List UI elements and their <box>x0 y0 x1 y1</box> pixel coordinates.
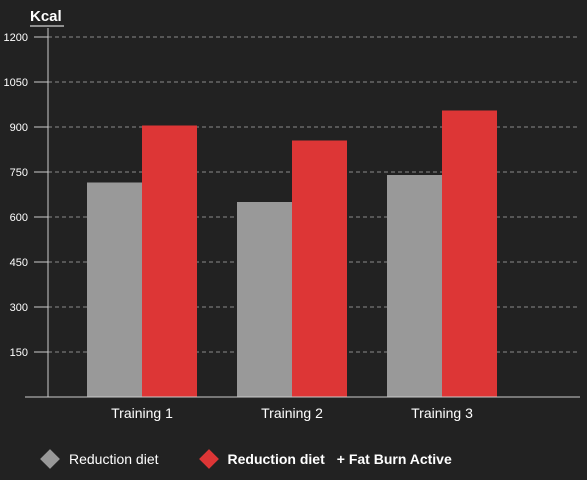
legend: Reduction diet Reduction diet + Fat Burn… <box>40 448 452 470</box>
legend-label: Reduction diet <box>69 451 159 467</box>
bar-fat-burn-active[interactable] <box>142 125 197 398</box>
y-tick-label: 1200 <box>4 32 28 44</box>
gray-diamond-icon <box>40 449 60 469</box>
bar-fat-burn-active[interactable] <box>442 110 497 398</box>
y-tick-label: 900 <box>10 122 28 134</box>
legend-item-fat-burn-active[interactable]: Reduction diet + Fat Burn Active <box>198 449 452 469</box>
bar-fat-burn-active[interactable] <box>292 140 347 398</box>
legend-item-reduction-diet[interactable]: Reduction diet <box>40 449 159 469</box>
y-tick-label: 150 <box>10 347 28 359</box>
legend-label-suffix: + Fat Burn Active <box>336 451 452 467</box>
y-axis-label: Kcal <box>30 8 62 25</box>
y-tick-label: 300 <box>10 302 28 314</box>
x-tick-label: Training 3 <box>411 405 473 421</box>
bar-reduction-diet[interactable] <box>237 202 292 397</box>
bar-reduction-diet[interactable] <box>387 175 442 397</box>
y-tick-label: 600 <box>10 212 28 224</box>
bar-chart: Kcal 150 300 450 600 750 900 1050 1200 Training … <box>4 8 580 421</box>
x-tick-label: Training 2 <box>261 405 323 421</box>
y-tick-label: 750 <box>10 167 28 179</box>
legend-label: Reduction diet <box>227 451 325 467</box>
y-tick-label: 450 <box>10 257 28 269</box>
bar-reduction-diet[interactable] <box>87 182 142 398</box>
red-diamond-icon <box>198 449 219 469</box>
y-tick-label: 1050 <box>4 77 28 89</box>
x-tick-label: Training 1 <box>111 405 173 421</box>
